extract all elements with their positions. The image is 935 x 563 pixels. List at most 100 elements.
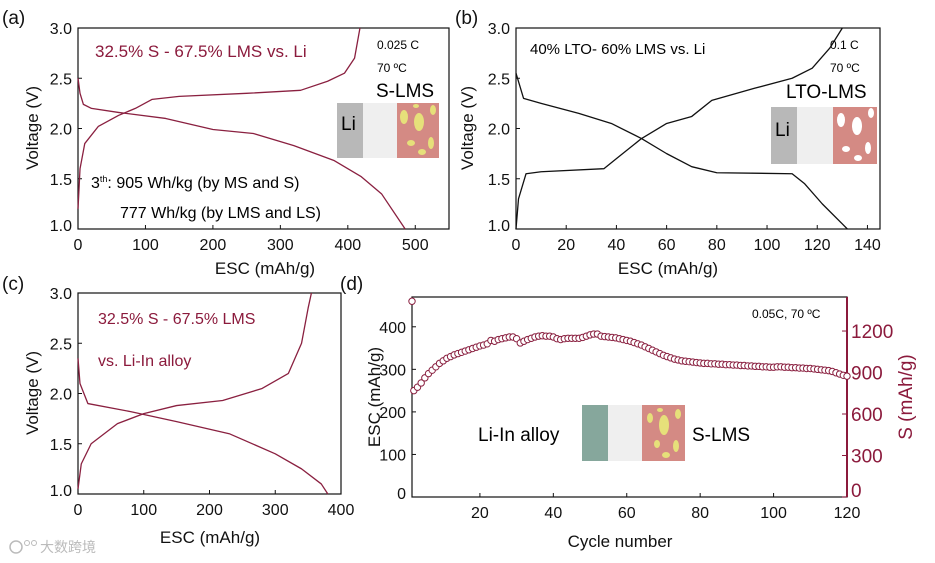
- data-point: [408, 297, 416, 305]
- panel-c-title: 32.5% S - 67.5% LMS: [98, 311, 255, 328]
- y-axis-label: ESC (mAh/g): [365, 347, 384, 447]
- x-tick-label: 300: [267, 237, 294, 254]
- y-tick-label: 2.5: [488, 71, 510, 88]
- y-tick-label: 100: [379, 447, 406, 464]
- x-tick-label: 200: [196, 502, 223, 519]
- right-y-tick-label: 1200: [851, 322, 893, 343]
- x-axis-label: ESC (mAh/g): [618, 259, 718, 278]
- x-tick-label: 0: [74, 502, 83, 519]
- x-tick-label: 80: [691, 505, 709, 522]
- panel-label-d: (d): [340, 274, 363, 295]
- x-tick-label: 100: [130, 502, 157, 519]
- x-tick-label: 80: [708, 237, 726, 254]
- x-tick-label: 100: [754, 237, 781, 254]
- x-tick-label: 400: [334, 237, 361, 254]
- y-axis-label: Voltage (V): [23, 86, 42, 170]
- x-tick-label: 120: [804, 237, 831, 254]
- y-tick-label: 0: [397, 486, 406, 503]
- panel-label-a: (a): [2, 8, 25, 29]
- x-axis-label: Cycle number: [568, 532, 673, 551]
- cell-schematic-d: [582, 405, 685, 461]
- panel-d-condition: 0.05C, 70 ºC: [752, 307, 821, 321]
- x-tick-label: 500: [402, 237, 429, 254]
- y-tick-label: 1.5: [50, 172, 72, 189]
- right-y-tick-label: 600: [851, 405, 883, 426]
- x-axis-label: ESC (mAh/g): [160, 528, 260, 547]
- y-tick-label: 1.5: [50, 437, 72, 454]
- energy-note-2: 777 Wh/kg (by LMS and LS): [120, 205, 321, 222]
- series-charge-line: [515, 27, 843, 230]
- series-discharge-line: [515, 73, 848, 230]
- panel-label-c: (c): [2, 274, 24, 295]
- x-tick-label: 0: [74, 237, 83, 254]
- x-tick-label: 40: [544, 505, 562, 522]
- panel-c-subtitle: vs. Li-In alloy: [98, 353, 191, 370]
- y-tick-label: 400: [379, 320, 406, 337]
- panel-b-cell: LTO-LMS: [786, 82, 867, 103]
- y-tick-label: 2.0: [488, 122, 510, 139]
- series-charge-line: [77, 27, 361, 209]
- panel-b-temp: 70 ºC: [830, 61, 860, 75]
- y-tick-label: 1.0: [488, 218, 510, 235]
- series-discharge-line: [77, 358, 329, 495]
- y-axis-label: Voltage (V): [458, 86, 477, 170]
- right-y-tick-label: 900: [851, 364, 883, 385]
- panel-label-b: (b): [455, 8, 478, 29]
- panel-a-rate: 0.025 C: [377, 38, 419, 52]
- watermark: 大数跨境: [40, 539, 96, 555]
- y-tick-label: 3.0: [50, 21, 72, 38]
- anode-label-a: Li: [341, 114, 356, 135]
- panel-d-anode: Li-In alloy: [478, 425, 560, 446]
- panel-a-cell: S-LMS: [376, 81, 434, 102]
- x-tick-label: 60: [658, 237, 676, 254]
- y-tick-label: 3.0: [50, 286, 72, 303]
- y-tick-label: 3.0: [488, 21, 510, 38]
- series-discharge-line: [77, 78, 406, 230]
- panel-b-rate: 0.1 C: [830, 38, 859, 52]
- x-tick-label: 20: [557, 237, 575, 254]
- y-tick-label: 1.0: [50, 218, 72, 235]
- y-axis-label: Voltage (V): [23, 351, 42, 435]
- right-y-tick-label: 300: [851, 447, 883, 468]
- data-point: [843, 372, 851, 380]
- x-axis-label: ESC (mAh/g): [215, 259, 315, 278]
- panel-a: 0 100 200 300 400 500 1.0 1.5 2.0 2.5 3.0 ESC (mAh/…: [23, 21, 450, 278]
- x-tick-label: 120: [834, 505, 861, 522]
- x-tick-label: 100: [760, 505, 787, 522]
- x-tick-label: 40: [608, 237, 626, 254]
- x-tick-label: 300: [262, 502, 289, 519]
- x-tick-label: 100: [132, 237, 159, 254]
- data-point: [417, 379, 425, 387]
- x-tick-label: 60: [618, 505, 636, 522]
- anode-label-b: Li: [775, 120, 790, 141]
- cell-schematic-b: Li: [771, 107, 877, 164]
- panel-b: 0 20 40 60 80 100 120 140 1.0 1.5 2.0 2.5 3.0 ESC (mA…: [458, 21, 881, 278]
- x-tick-label: 0: [512, 237, 521, 254]
- x-tick-label: 200: [200, 237, 227, 254]
- y-tick-label: 2.5: [50, 71, 72, 88]
- plot-frame: [411, 296, 848, 498]
- panel-b-title: 40% LTO- 60% LMS vs. Li: [530, 41, 705, 58]
- y-tick-label: 1.5: [488, 172, 510, 189]
- series-charge-line: [77, 292, 313, 490]
- panel-c: 0 100 200 300 400 1.0 1.5 2.0 2.5 3.0 ESC (mAh/g) V…: [23, 286, 354, 547]
- panel-a-temp: 70 ºC: [377, 61, 407, 75]
- energy-note-1: 3th: 905 Wh/kg (by MS and S): [91, 174, 300, 192]
- watermark-logo: 大数跨境: [9, 539, 96, 555]
- x-tick-label: 20: [471, 505, 489, 522]
- y-tick-label: 2.5: [50, 336, 72, 353]
- y-tick-label: 300: [379, 362, 406, 379]
- cell-schematic-a: Li: [337, 103, 439, 158]
- panel-d-cathode: S-LMS: [692, 425, 750, 446]
- y-tick-label: 200: [379, 405, 406, 422]
- y-tick-label: 2.0: [50, 122, 72, 139]
- panel-a-title: 32.5% S - 67.5% LMS vs. Li: [95, 42, 307, 61]
- y-tick-label: 2.0: [50, 387, 72, 404]
- right-y-tick-label: 0: [851, 481, 862, 502]
- x-tick-label: 140: [854, 237, 881, 254]
- x-tick-label: 400: [328, 502, 355, 519]
- right-y-axis-label: S (mAh/g): [896, 354, 917, 440]
